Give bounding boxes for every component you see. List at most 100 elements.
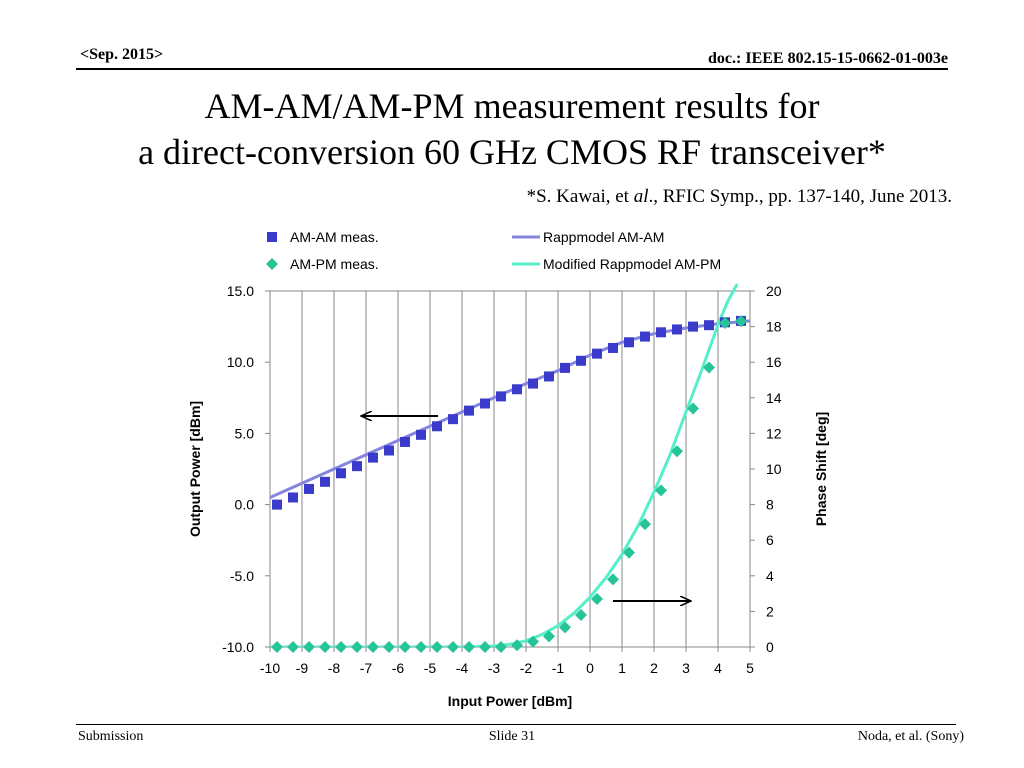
data-point-am-am-meas- bbox=[608, 342, 618, 353]
x-tick-label: -8 bbox=[328, 660, 341, 676]
y-tick-label: -5.0 bbox=[230, 568, 254, 584]
data-point-am-am-meas- bbox=[464, 405, 474, 416]
data-point-am-am-meas- bbox=[480, 398, 490, 409]
x-tick-label: 1 bbox=[618, 660, 626, 676]
data-point-am-pm-meas- bbox=[607, 573, 619, 586]
data-point-am-am-meas- bbox=[336, 468, 346, 479]
series-line-rappmodel-am-am bbox=[270, 319, 751, 499]
y2-tick-label: 18 bbox=[766, 319, 782, 335]
data-point-am-pm-meas- bbox=[511, 639, 523, 652]
data-point-am-am-meas- bbox=[704, 320, 714, 331]
data-point-am-pm-meas- bbox=[591, 592, 603, 605]
data-point-am-pm-meas- bbox=[319, 641, 331, 653]
citation-prefix: *S. Kawai, et bbox=[526, 186, 634, 207]
data-point-am-am-meas- bbox=[320, 476, 330, 487]
citation: *S. Kawai, et al., RFIC Symp., pp. 137-1… bbox=[527, 186, 952, 208]
header-date: <Sep. 2015> bbox=[80, 46, 164, 63]
y2-tick-label: 6 bbox=[766, 532, 774, 548]
footer-slide-number: Slide 31 bbox=[488, 729, 536, 744]
x-tick-label: 2 bbox=[650, 660, 658, 676]
x-tick-label: -1 bbox=[552, 660, 565, 676]
data-point-am-pm-meas- bbox=[415, 641, 427, 653]
data-point-am-pm-meas- bbox=[575, 608, 587, 621]
y2-tick-label: 8 bbox=[766, 497, 774, 513]
data-point-am-am-meas- bbox=[400, 436, 410, 447]
data-point-am-am-meas- bbox=[592, 348, 602, 359]
x-tick-label: 0 bbox=[586, 660, 594, 676]
x-tick-label: -7 bbox=[360, 660, 373, 676]
data-point-am-pm-meas- bbox=[351, 641, 363, 653]
data-point-am-pm-meas- bbox=[703, 361, 715, 374]
y-tick-label: 10.0 bbox=[227, 354, 254, 370]
data-point-am-pm-meas- bbox=[719, 317, 731, 330]
y2-tick-label: 10 bbox=[766, 461, 782, 477]
series-line-modified-rappmodel-am-pm bbox=[270, 283, 739, 647]
data-point-am-am-meas- bbox=[576, 355, 586, 366]
header-divider bbox=[76, 68, 948, 70]
legend-marker bbox=[267, 232, 277, 242]
legend-label: AM-AM meas. bbox=[290, 229, 379, 245]
footer-submission: Submission bbox=[78, 729, 144, 744]
data-point-am-pm-meas- bbox=[447, 641, 459, 653]
data-point-am-pm-meas- bbox=[303, 641, 315, 653]
data-point-am-am-meas- bbox=[304, 483, 314, 494]
data-point-am-am-meas- bbox=[352, 461, 362, 472]
data-point-am-am-meas- bbox=[544, 371, 554, 382]
x-tick-label: 3 bbox=[682, 660, 690, 676]
footer-divider bbox=[76, 724, 956, 725]
legend-label: Modified Rappmodel AM-PM bbox=[543, 256, 721, 272]
data-point-am-am-meas- bbox=[368, 452, 378, 463]
data-point-am-am-meas- bbox=[288, 492, 298, 503]
x-tick-label: -5 bbox=[424, 660, 437, 676]
data-point-am-pm-meas- bbox=[399, 641, 411, 653]
data-point-am-am-meas- bbox=[384, 445, 394, 456]
data-point-am-am-meas- bbox=[672, 324, 682, 335]
data-point-am-am-meas- bbox=[656, 327, 666, 338]
citation-italic: al bbox=[633, 186, 649, 207]
data-point-am-am-meas- bbox=[432, 421, 442, 432]
data-point-am-pm-meas- bbox=[527, 635, 539, 648]
y2-tick-label: 20 bbox=[766, 283, 782, 299]
data-point-am-am-meas- bbox=[528, 378, 538, 389]
y2-tick-label: 2 bbox=[766, 603, 774, 619]
x-tick-label: -4 bbox=[456, 660, 469, 676]
data-point-am-am-meas- bbox=[560, 362, 570, 373]
data-point-am-am-meas- bbox=[624, 337, 634, 348]
y-tick-label: 5.0 bbox=[235, 425, 255, 441]
legend-label: Rappmodel AM-AM bbox=[543, 229, 664, 245]
data-point-am-pm-meas- bbox=[639, 518, 651, 531]
x-tick-label: -2 bbox=[520, 660, 533, 676]
data-point-am-pm-meas- bbox=[335, 641, 347, 653]
footer-authors: Noda, et al. (Sony) bbox=[857, 729, 964, 744]
data-point-am-pm-meas- bbox=[287, 641, 299, 653]
y-axis-title: Output Power [dBm] bbox=[187, 401, 203, 537]
data-point-am-am-meas- bbox=[272, 499, 282, 510]
slide-title-line1: AM-AM/AM-PM measurement results for bbox=[204, 86, 820, 126]
y-tick-label: 0.0 bbox=[235, 497, 255, 513]
legend-marker bbox=[266, 258, 278, 270]
legend-label: AM-PM meas. bbox=[290, 256, 379, 272]
header-doc-id: doc.: IEEE 802.15-15-0662-01-003e bbox=[708, 50, 948, 67]
x-axis-title: Input Power [dBm] bbox=[448, 693, 572, 709]
y2-tick-label: 16 bbox=[766, 354, 782, 370]
y2-tick-label: 4 bbox=[766, 568, 774, 584]
data-point-am-pm-meas- bbox=[479, 641, 491, 653]
data-point-am-pm-meas- bbox=[367, 641, 379, 653]
y2-axis-title: Phase Shift [deg] bbox=[813, 412, 829, 526]
data-point-am-pm-meas- bbox=[559, 621, 571, 634]
data-point-am-pm-meas- bbox=[463, 641, 475, 653]
citation-suffix: ., RFIC Symp., pp. 137-140, June 2013. bbox=[648, 186, 953, 207]
data-point-am-am-meas- bbox=[448, 414, 458, 425]
data-point-am-pm-meas- bbox=[383, 641, 395, 653]
data-point-am-pm-meas- bbox=[271, 641, 283, 653]
x-tick-label: 4 bbox=[714, 660, 722, 676]
x-tick-label: -10 bbox=[260, 660, 280, 676]
data-point-am-pm-meas- bbox=[687, 402, 699, 415]
data-point-am-am-meas- bbox=[512, 384, 522, 395]
data-point-am-pm-meas- bbox=[495, 641, 507, 653]
data-point-am-pm-meas- bbox=[543, 630, 555, 643]
y2-tick-label: 0 bbox=[766, 639, 774, 655]
x-tick-label: -9 bbox=[296, 660, 309, 676]
data-point-am-pm-meas- bbox=[623, 546, 635, 559]
